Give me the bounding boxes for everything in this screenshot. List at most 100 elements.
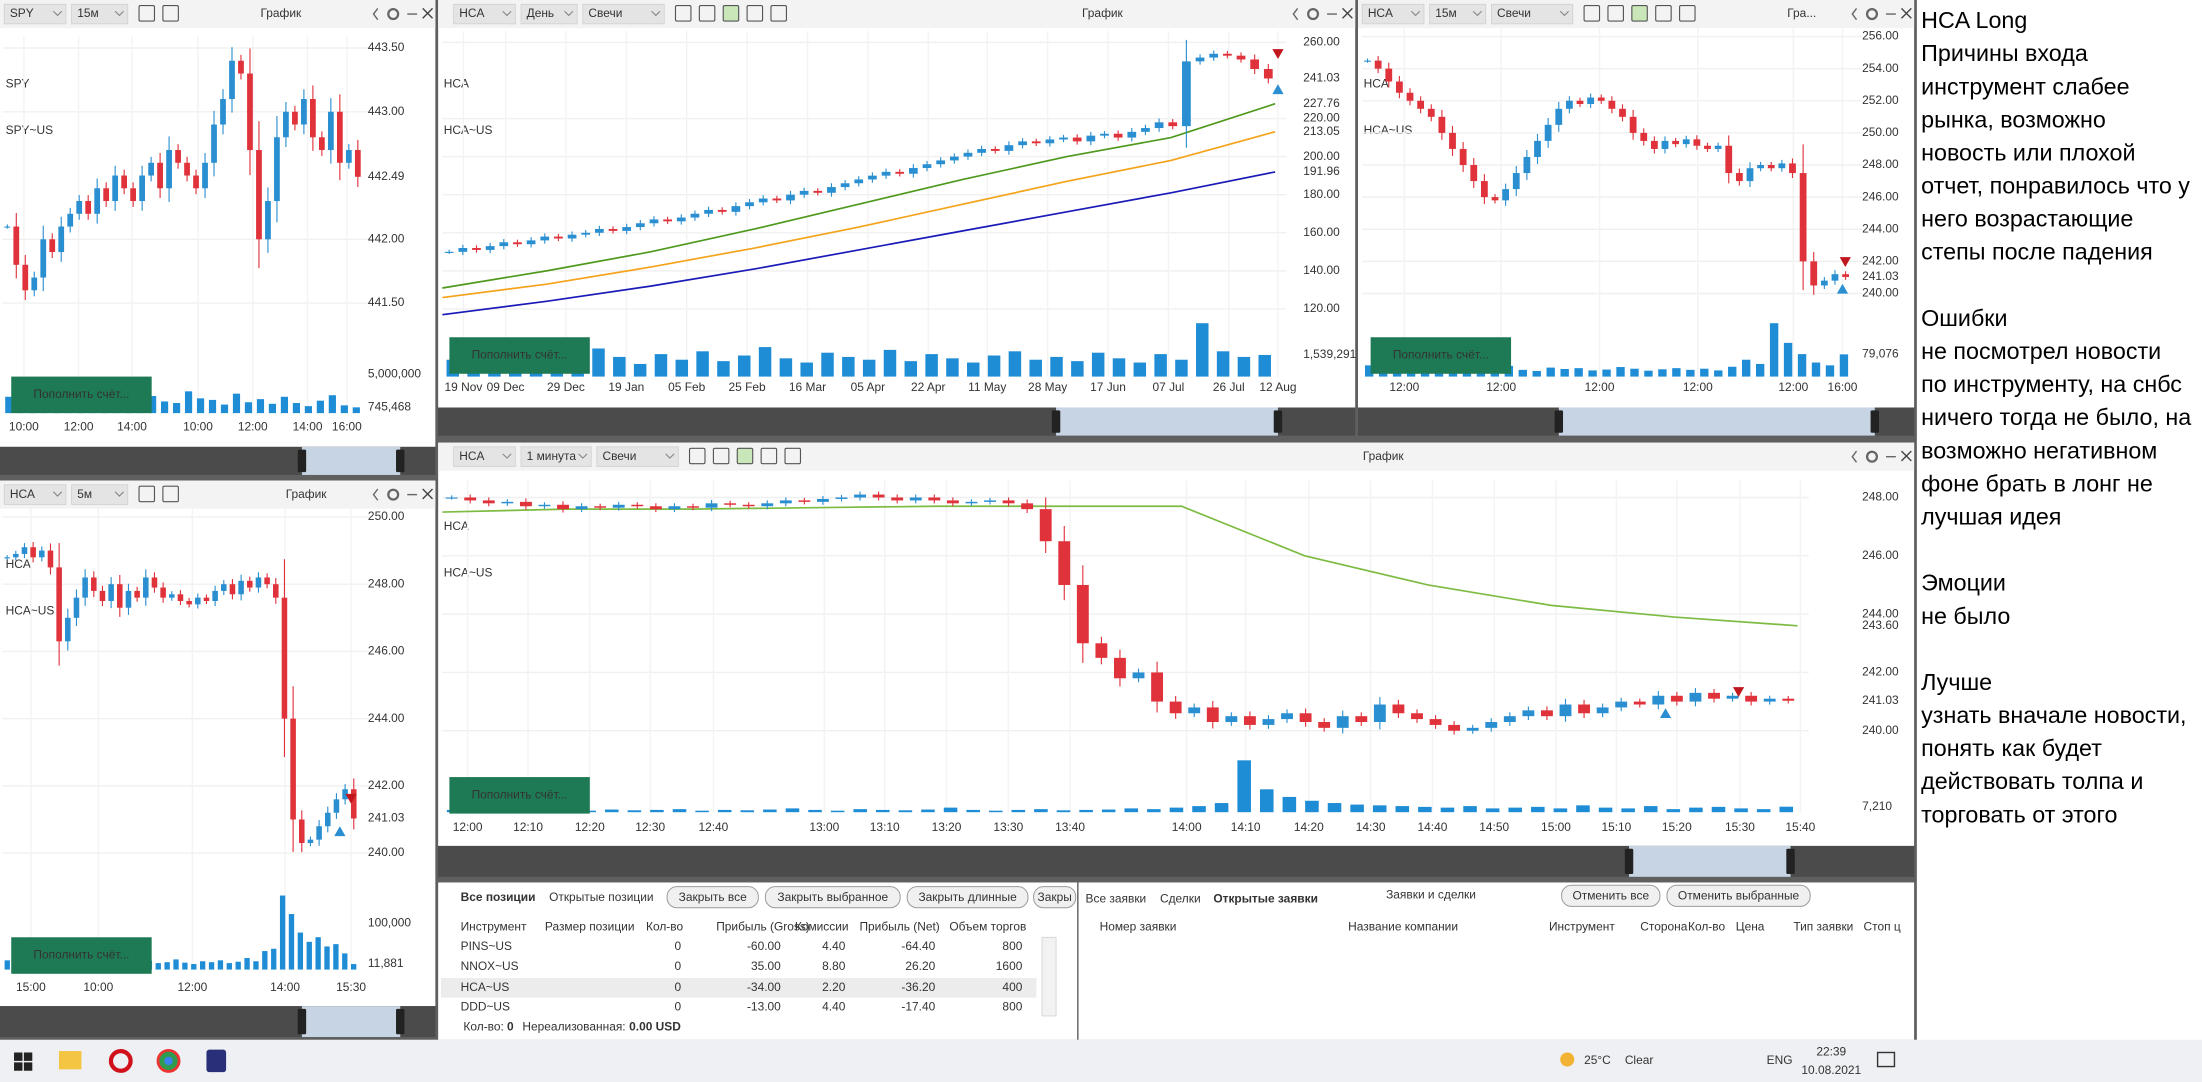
tool-icon[interactable] xyxy=(784,447,802,465)
opera-icon[interactable] xyxy=(108,1048,133,1073)
positions-tab[interactable]: Все позиции xyxy=(461,890,536,904)
positions-button[interactable] xyxy=(666,886,759,909)
toolbar-select[interactable] xyxy=(71,3,129,25)
close-icon[interactable] xyxy=(1342,7,1353,19)
navigator-handle[interactable] xyxy=(297,449,307,473)
orders-column-header: Стоп ц xyxy=(1864,920,1901,934)
tool-icon[interactable] xyxy=(138,485,156,503)
orders-button[interactable] xyxy=(1666,884,1811,907)
orders-button[interactable] xyxy=(1561,884,1661,907)
note-line: рынка, возможно xyxy=(1921,106,2106,132)
orders-tab[interactable]: Сделки xyxy=(1160,891,1201,905)
settings-icon[interactable] xyxy=(387,8,400,21)
navigator-handle[interactable] xyxy=(1273,410,1283,433)
start-button[interactable] xyxy=(14,1052,33,1071)
tool-icon[interactable] xyxy=(1583,5,1601,22)
toolbar-select[interactable] xyxy=(453,3,516,25)
collapse-icon[interactable] xyxy=(1851,450,1858,463)
deposit-button[interactable] xyxy=(449,777,590,814)
close-icon[interactable] xyxy=(422,488,434,500)
toolbar-select[interactable] xyxy=(71,484,129,505)
tool-icon[interactable] xyxy=(736,447,754,465)
navigator-handle[interactable] xyxy=(1554,410,1564,433)
positions-button[interactable] xyxy=(764,886,901,909)
chrome-icon-center xyxy=(164,1056,173,1066)
settings-icon[interactable] xyxy=(1865,450,1879,463)
collapse-icon[interactable] xyxy=(1851,8,1858,21)
taskbar-time[interactable]: 22:39 xyxy=(1816,1045,1846,1059)
deposit-button[interactable] xyxy=(1370,337,1512,374)
navigator-handle[interactable] xyxy=(1786,848,1795,875)
close-icon[interactable] xyxy=(422,7,434,19)
collapse-icon[interactable] xyxy=(372,488,379,501)
tool-icon[interactable] xyxy=(1607,5,1624,22)
taskbar-language[interactable]: ENG xyxy=(1767,1053,1793,1067)
positions-tab[interactable]: Открытые позиции xyxy=(549,890,653,904)
terminal-icon[interactable] xyxy=(206,1049,227,1073)
collapse-icon[interactable] xyxy=(372,8,379,21)
tool-icon[interactable] xyxy=(1655,5,1672,22)
volume-bar xyxy=(921,809,935,813)
toolbar-select[interactable] xyxy=(3,3,67,25)
close-icon[interactable] xyxy=(1900,450,1912,462)
settings-icon[interactable] xyxy=(1865,8,1879,21)
toolbar-select[interactable] xyxy=(3,484,67,505)
toolbar-select[interactable] xyxy=(1429,3,1487,25)
toolbar-select[interactable] xyxy=(582,3,665,25)
volume-bar xyxy=(988,810,1003,813)
toolbar-select[interactable] xyxy=(596,446,679,467)
toolbar-select[interactable] xyxy=(453,446,516,467)
navigator-handle[interactable] xyxy=(396,449,405,473)
tool-icon[interactable] xyxy=(688,447,706,465)
time-label: 07 Jul xyxy=(1152,380,1184,394)
tool-icon[interactable] xyxy=(770,5,787,22)
settings-icon[interactable] xyxy=(1307,8,1320,21)
tool-icon[interactable] xyxy=(698,5,716,22)
tool-icon[interactable] xyxy=(722,5,740,22)
collapse-icon[interactable] xyxy=(1292,8,1299,21)
tool-icon[interactable] xyxy=(746,5,764,22)
explorer-icon[interactable] xyxy=(58,1051,82,1070)
orders-tab[interactable]: Все заявки xyxy=(1086,891,1147,905)
tool-icon[interactable] xyxy=(760,447,778,465)
moving-average xyxy=(442,505,1798,627)
navigator-handle[interactable] xyxy=(396,1008,405,1035)
navigator-handle[interactable] xyxy=(1624,848,1634,875)
positions-cell: 800 xyxy=(1002,939,1022,953)
note-line: узнать вначале новости, xyxy=(1921,702,2186,728)
positions-cell: 2.20 xyxy=(822,980,846,994)
positions-button[interactable] xyxy=(906,886,1029,909)
tool-icon[interactable] xyxy=(1679,5,1696,22)
navigator-handle[interactable] xyxy=(1870,410,1880,433)
tool-icon[interactable] xyxy=(712,447,730,465)
note-line: Ошибки xyxy=(1921,305,2007,331)
navigator-handle[interactable] xyxy=(297,1008,307,1035)
deposit-button[interactable] xyxy=(11,937,152,974)
note-line: возможно негативном xyxy=(1921,437,2157,463)
toolbar-select[interactable] xyxy=(520,3,578,25)
orders-tab[interactable]: Открытые заявки xyxy=(1213,891,1318,905)
close-icon[interactable] xyxy=(1900,7,1912,19)
settings-icon[interactable] xyxy=(387,488,400,501)
watermark: HCA xyxy=(444,76,469,90)
tool-icon[interactable] xyxy=(1631,5,1648,22)
deposit-button[interactable] xyxy=(11,376,152,414)
candle-body xyxy=(103,188,110,202)
positions-button[interactable] xyxy=(1033,886,1077,909)
toolbar-select[interactable] xyxy=(1361,3,1425,25)
candle-body xyxy=(1799,173,1807,262)
tool-icon[interactable] xyxy=(674,5,692,22)
candle-body xyxy=(1250,59,1260,70)
volume-bar xyxy=(1686,369,1695,377)
tool-icon[interactable] xyxy=(162,5,179,22)
navigator-handle[interactable] xyxy=(1051,410,1061,433)
deposit-button[interactable] xyxy=(449,337,590,374)
tool-icon[interactable] xyxy=(138,5,156,22)
taskbar-date[interactable]: 10.08.2021 xyxy=(1801,1063,1861,1077)
candle-body xyxy=(668,506,681,510)
toolbar-select[interactable] xyxy=(1491,3,1574,25)
toolbar-select[interactable] xyxy=(520,446,592,467)
notification-icon[interactable] xyxy=(1876,1051,1896,1068)
tool-icon[interactable] xyxy=(162,485,179,503)
price-tick-label: 254.00 xyxy=(1862,61,1899,75)
